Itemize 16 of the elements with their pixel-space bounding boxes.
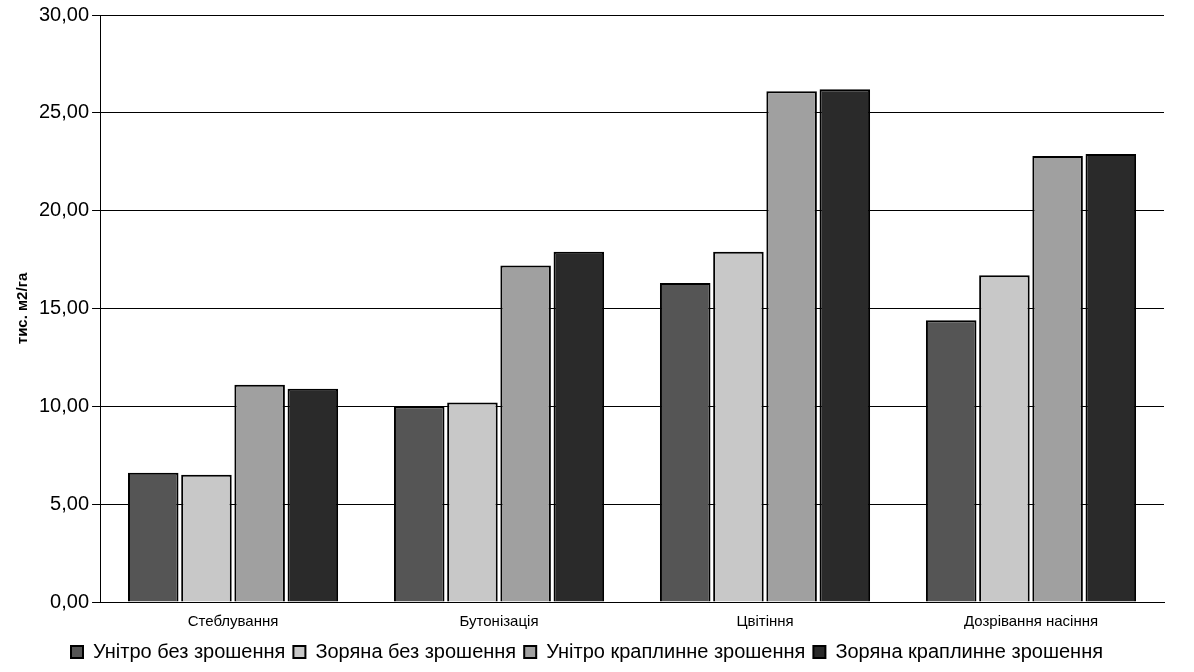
legend-label: Унітро краплинне зрошення	[546, 639, 806, 662]
legend-label: Зоряна краплинне зрошення	[835, 639, 1104, 662]
legend-label: Зоряна без зрошення	[315, 639, 517, 662]
x-tick-label: Дозрівання насіння	[963, 612, 1099, 630]
y-tick-label: 15,00	[38, 296, 90, 319]
y-tick-label: 30,00	[38, 2, 90, 25]
x-tick-label: Стеблування	[187, 612, 279, 630]
x-tick-label: Бутонізація	[459, 612, 539, 630]
y-tick-label: 0,00	[50, 589, 90, 612]
x-tick-label: Цвітіння	[736, 612, 794, 630]
y-tick-label: 10,00	[38, 393, 90, 416]
legend-label: Унітро без зрошення	[93, 639, 286, 662]
y-tick-label: 5,00	[50, 491, 90, 514]
y-axis-title: тис. м2/га	[13, 272, 31, 345]
y-tick-label: 25,00	[38, 100, 90, 123]
y-tick-label: 20,00	[38, 198, 90, 221]
